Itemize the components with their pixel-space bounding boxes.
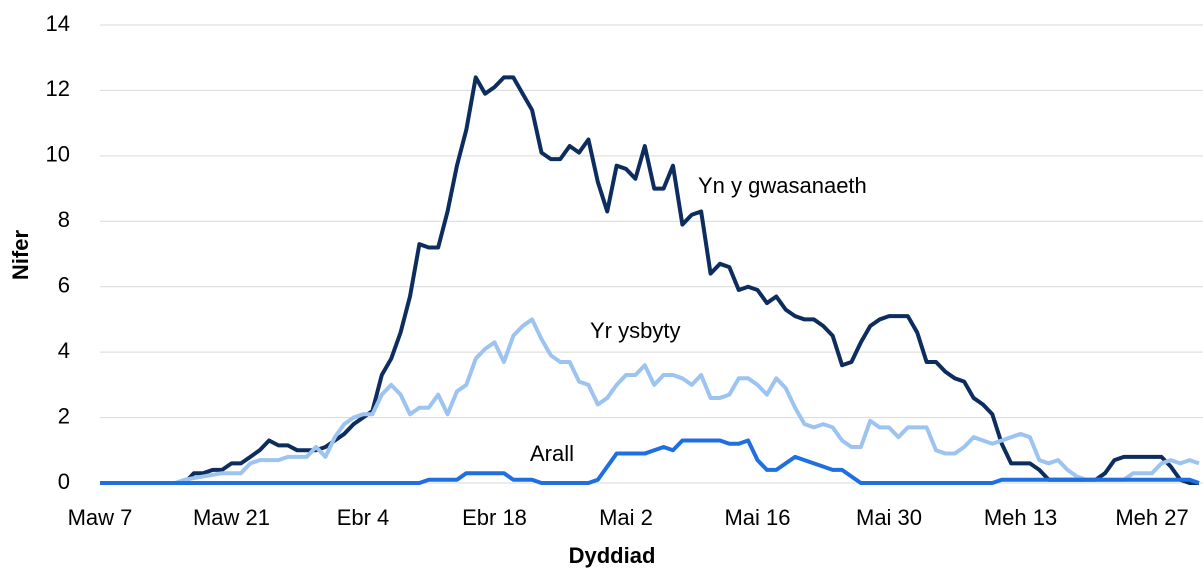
series-label: Arall — [530, 441, 574, 466]
y-tick-label: 8 — [58, 207, 70, 232]
series-line — [100, 317, 1200, 485]
y-tick-label: 14 — [46, 11, 70, 36]
y-tick-label: 12 — [46, 76, 70, 101]
y-tick-label: 4 — [58, 338, 70, 363]
x-tick-label: Mai 30 — [856, 505, 922, 530]
y-tick-label: 10 — [46, 142, 70, 167]
x-tick-label: Mai 16 — [724, 505, 790, 530]
x-tick-label: Ebr 18 — [462, 505, 527, 530]
x-tick-label: Meh 27 — [1115, 505, 1188, 530]
x-tick-label: Maw 21 — [193, 505, 270, 530]
y-tick-label: 0 — [58, 469, 70, 494]
y-axis-label: Nifer — [8, 230, 33, 281]
x-tick-label: Ebr 4 — [337, 505, 390, 530]
x-tick-label: Meh 13 — [984, 505, 1057, 530]
x-axis-label: Dyddiad — [569, 543, 656, 568]
x-tick-label: Mai 2 — [599, 505, 653, 530]
series-label: Yn y gwasanaeth — [698, 173, 867, 198]
y-tick-label: 6 — [58, 273, 70, 298]
series-line — [100, 438, 1200, 485]
series-line — [100, 75, 1199, 485]
series-label: Yr ysbyty — [590, 318, 680, 343]
y-tick-label: 2 — [58, 403, 70, 428]
x-tick-label: Maw 7 — [68, 505, 133, 530]
